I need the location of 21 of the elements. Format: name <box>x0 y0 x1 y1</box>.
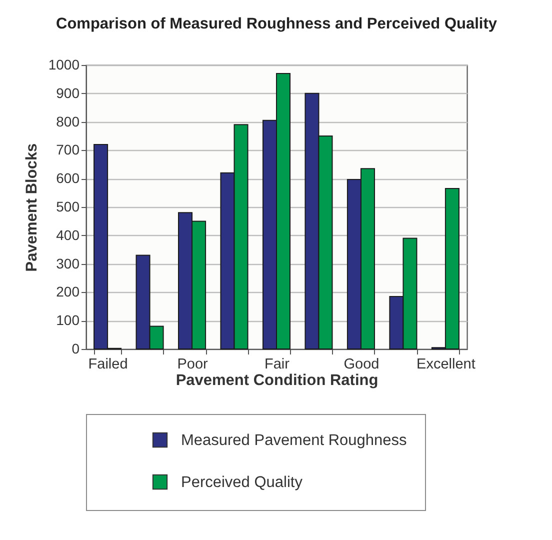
y-tick-label: 0 <box>72 340 80 356</box>
chart-title: Comparison of Measured Roughness and Perceived Quality <box>56 16 498 32</box>
legend-label: Measured Pavement Roughness <box>181 432 407 449</box>
y-tick-label: 1000 <box>48 56 80 72</box>
x-tick-label: Poor <box>177 356 208 372</box>
y-axis-title: Pavement Blocks <box>23 143 40 272</box>
legend-label: Perceived Quality <box>181 474 303 491</box>
x-tick-label: Excellent <box>416 356 476 372</box>
x-tick-label: Fair <box>264 356 290 372</box>
y-tick-label: 300 <box>56 255 80 272</box>
y-tick-label: 600 <box>56 170 80 186</box>
x-tick-label: Good <box>344 356 380 372</box>
y-tick-label: 100 <box>56 312 80 328</box>
y-tick-label: 500 <box>56 198 80 214</box>
y-tick-label: 700 <box>56 142 80 158</box>
y-tick-label: 200 <box>56 284 80 300</box>
y-tick-label: 400 <box>56 226 80 243</box>
y-tick-label: 800 <box>56 113 80 130</box>
y-tick-label: 900 <box>56 84 80 101</box>
x-tick-label: Failed <box>88 356 128 372</box>
x-axis-title: Pavement Condition Rating <box>176 372 378 389</box>
